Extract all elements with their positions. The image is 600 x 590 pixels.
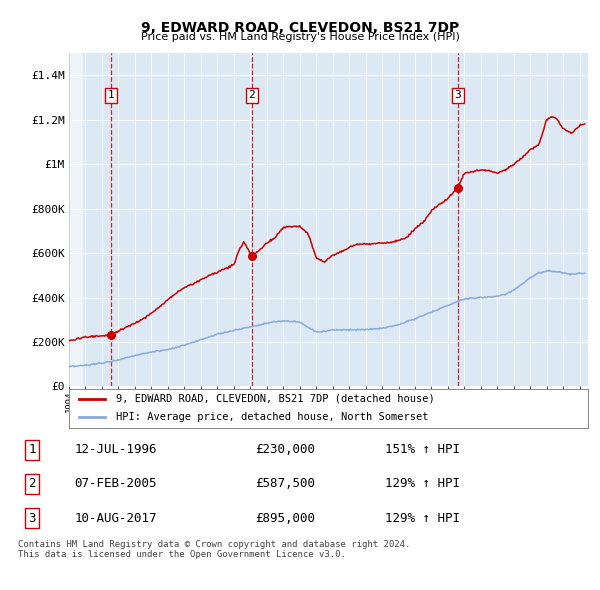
Text: Contains HM Land Registry data © Crown copyright and database right 2024.
This d: Contains HM Land Registry data © Crown c… (18, 540, 410, 559)
Text: 07-FEB-2005: 07-FEB-2005 (74, 477, 157, 490)
Text: £895,000: £895,000 (255, 512, 315, 525)
Text: £587,500: £587,500 (255, 477, 315, 490)
Text: Price paid vs. HM Land Registry's House Price Index (HPI): Price paid vs. HM Land Registry's House … (140, 32, 460, 42)
Text: £230,000: £230,000 (255, 443, 315, 456)
Bar (69, 53, 83, 386)
Text: 129% ↑ HPI: 129% ↑ HPI (385, 512, 460, 525)
Text: 129% ↑ HPI: 129% ↑ HPI (385, 477, 460, 490)
Text: 1: 1 (28, 443, 36, 456)
Text: 2: 2 (28, 477, 36, 490)
Text: HPI: Average price, detached house, North Somerset: HPI: Average price, detached house, Nort… (116, 412, 428, 422)
Text: 3: 3 (455, 90, 461, 100)
Text: 1: 1 (107, 90, 114, 100)
Text: 10-AUG-2017: 10-AUG-2017 (74, 512, 157, 525)
Text: 151% ↑ HPI: 151% ↑ HPI (385, 443, 460, 456)
Text: 2: 2 (248, 90, 255, 100)
Text: 9, EDWARD ROAD, CLEVEDON, BS21 7DP (detached house): 9, EDWARD ROAD, CLEVEDON, BS21 7DP (deta… (116, 394, 434, 404)
Text: 12-JUL-1996: 12-JUL-1996 (74, 443, 157, 456)
Text: 9, EDWARD ROAD, CLEVEDON, BS21 7DP: 9, EDWARD ROAD, CLEVEDON, BS21 7DP (141, 21, 459, 35)
Text: 3: 3 (28, 512, 36, 525)
